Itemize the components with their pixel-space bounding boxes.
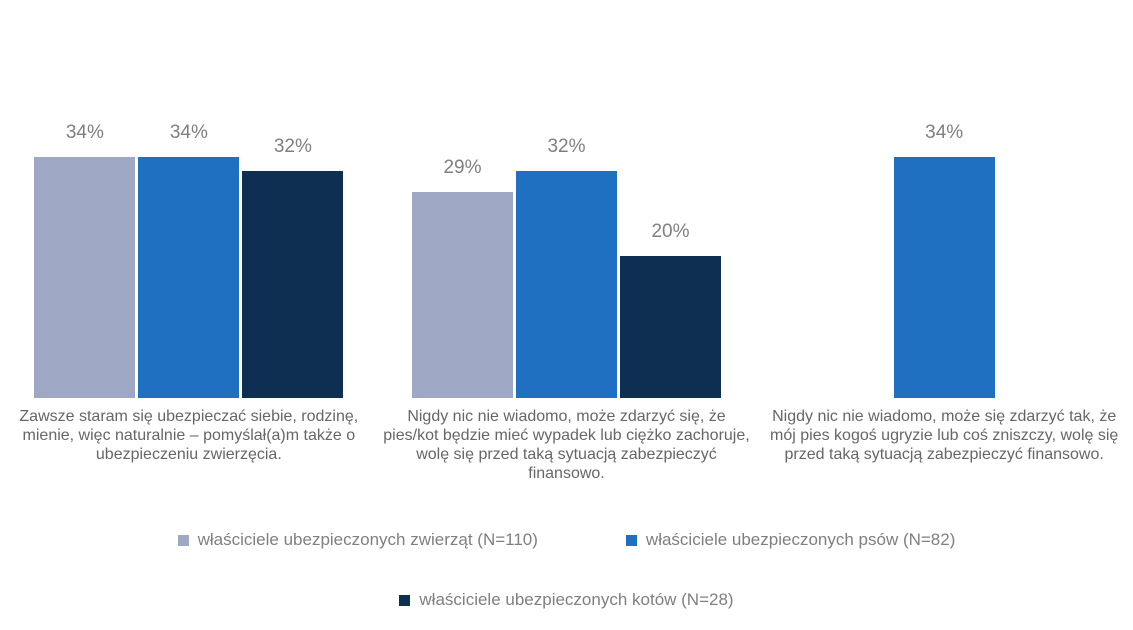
bar-psow xyxy=(138,157,240,398)
bar-value-label: 32% xyxy=(273,136,312,157)
bar-slot-kotow: 32% xyxy=(242,98,344,398)
bar-slot-kotow xyxy=(998,98,1099,398)
chart-legend-row-2: właściciele ubezpieczonych kotów (N=28) xyxy=(0,590,1133,610)
category-label: Nigdy nic nie wiadomo, może zdarzyć się,… xyxy=(383,408,750,482)
legend-swatch-icon xyxy=(625,534,637,546)
legend-item-kotow: właściciele ubezpieczonych kotów (N=28) xyxy=(399,590,734,610)
legend-swatch-icon xyxy=(177,534,189,546)
bar-slot-zwierzat: 34% xyxy=(34,98,136,398)
bar-slot-zwierzat: 29% xyxy=(412,98,513,398)
legend-item-zwierzat: właściciele ubezpieczonych zwierząt (N=1… xyxy=(177,530,538,550)
bar-slot-zwierzat xyxy=(790,98,891,398)
legend-item-psow: właściciele ubezpieczonych psów (N=82) xyxy=(625,530,956,550)
chart-group-2: 29% 32% 20% Nigdy nic nie wiadomo, może zda… xyxy=(378,98,756,483)
category-label: Zawsze staram się ubezpieczać siebie, ro… xyxy=(19,408,359,463)
chart-legend-row-1: właściciele ubezpieczonych zwierząt (N=1… xyxy=(0,530,1133,550)
bar-slot-kotow: 20% xyxy=(620,98,721,398)
chart-groups: 34% 34% 32% Zawsze staram się ubezpieczać s… xyxy=(0,98,1133,483)
bar-slot-psow: 34% xyxy=(893,98,995,398)
bar-cluster: 29% 32% 20% xyxy=(412,98,721,398)
bar-kotow xyxy=(242,171,344,398)
bar-value-label: 34% xyxy=(169,122,208,143)
bar-cluster: 34% xyxy=(790,98,1099,398)
category-label: Nigdy nic nie wiadomo, może się zdarzyć … xyxy=(770,408,1119,463)
bar-zwierzat xyxy=(34,157,136,398)
bar-value-label: 34% xyxy=(925,122,964,143)
bar-value-label: 29% xyxy=(443,157,482,178)
bar-psow xyxy=(516,171,617,398)
legend-swatch-icon xyxy=(399,594,411,606)
chart-group-1: 34% 34% 32% Zawsze staram się ubezpieczać s… xyxy=(0,98,378,483)
chart-group-3: 34% Nigdy nic nie wiadomo, może się zdarz… xyxy=(755,98,1133,483)
bar-kotow xyxy=(620,256,721,398)
bar-cluster: 34% 34% 32% xyxy=(34,98,344,398)
legend-label: właściciele ubezpieczonych zwierząt (N=1… xyxy=(197,530,538,549)
legend-label: właściciele ubezpieczonych psów (N=82) xyxy=(645,530,956,549)
bar-value-label: 34% xyxy=(65,122,104,143)
bar-slot-psow: 34% xyxy=(138,98,240,398)
bar-psow xyxy=(893,157,995,398)
bar-value-label: 32% xyxy=(547,136,586,157)
bar-value-label: 20% xyxy=(651,221,690,242)
bar-zwierzat xyxy=(412,192,513,398)
bar-slot-psow: 32% xyxy=(516,98,617,398)
legend-label: właściciele ubezpieczonych kotów (N=28) xyxy=(419,590,734,609)
